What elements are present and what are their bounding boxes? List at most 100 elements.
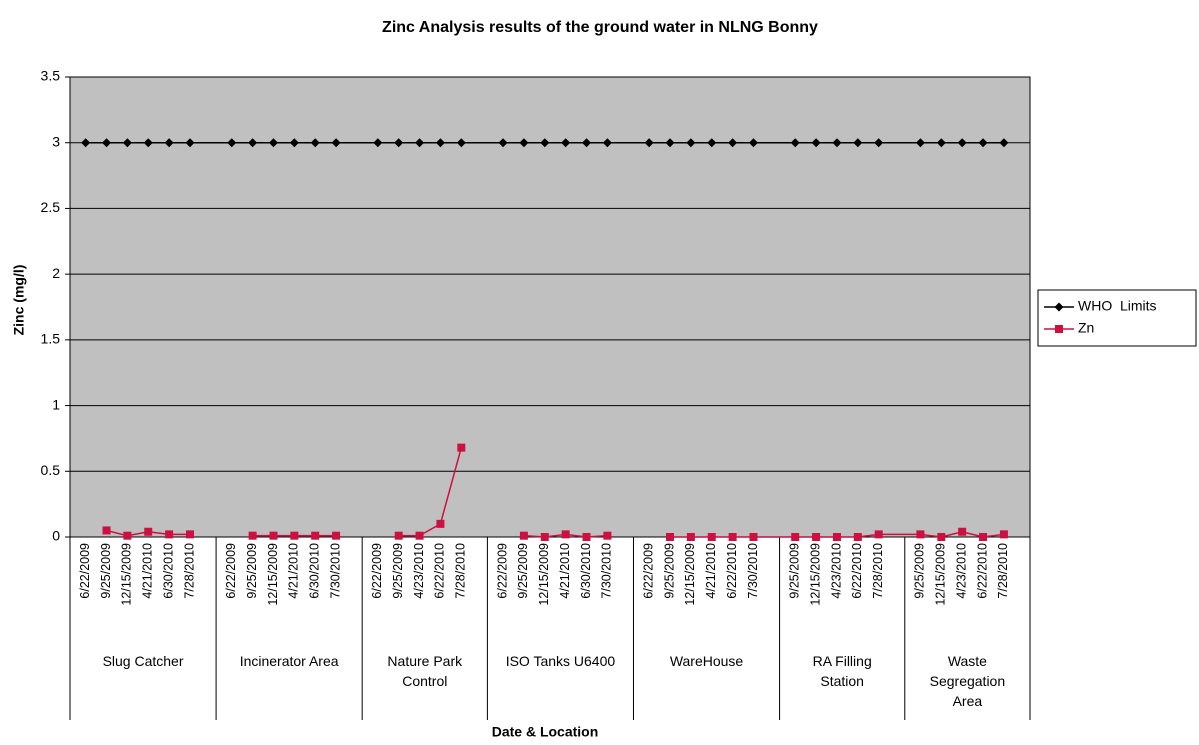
x-tick-label: 6/22/2009	[370, 543, 384, 599]
marker	[185, 138, 195, 148]
marker	[728, 533, 737, 541]
marker	[456, 138, 466, 148]
y-tick-label: 3.5	[41, 68, 61, 84]
y-tick-label: 3	[52, 133, 60, 149]
marker	[582, 533, 591, 541]
group-label: Incinerator Area	[240, 653, 339, 669]
marker	[748, 138, 758, 148]
marker	[227, 138, 237, 148]
marker	[332, 531, 341, 540]
marker	[186, 530, 194, 539]
chart-title: Zinc Analysis results of the ground wate…	[382, 19, 818, 36]
marker	[874, 530, 883, 539]
marker	[269, 531, 278, 540]
x-tick-label: 12/15/2009	[266, 543, 280, 606]
legend-marker	[1055, 325, 1063, 333]
y-tick-label: 1	[52, 396, 60, 412]
x-tick-label: 4/21/2010	[287, 543, 301, 599]
marker	[81, 138, 91, 148]
x-tick-label: 7/28/2010	[996, 543, 1010, 599]
group-label: WareHouse	[670, 653, 744, 669]
x-tick-label: 9/25/2009	[788, 543, 802, 599]
marker	[728, 138, 738, 148]
x-tick-label: 4/23/2010	[954, 543, 968, 599]
marker	[958, 527, 967, 536]
x-tick-label: 7/28/2010	[182, 543, 196, 599]
marker	[790, 138, 800, 148]
marker	[603, 531, 612, 540]
x-tick-label: 12/15/2009	[934, 543, 948, 606]
y-tick-label: 0.5	[41, 462, 61, 478]
marker	[143, 138, 153, 148]
marker	[644, 138, 654, 148]
marker	[791, 533, 800, 541]
x-tick-label: 7/30/2010	[746, 543, 760, 599]
x-tick-label: 6/22/2010	[725, 543, 739, 599]
marker	[310, 138, 320, 148]
x-tick-label: 4/21/2010	[704, 543, 718, 599]
group-label: Slug Catcher	[103, 653, 184, 669]
marker	[415, 531, 424, 540]
marker	[582, 138, 592, 148]
marker	[123, 531, 132, 540]
marker	[561, 138, 571, 148]
marker	[665, 138, 675, 148]
marker	[289, 138, 299, 148]
marker	[248, 138, 258, 148]
x-tick-label: 12/15/2009	[808, 543, 822, 606]
marker	[957, 138, 967, 148]
marker	[144, 527, 153, 536]
legend-label: Zn	[1078, 320, 1094, 336]
marker	[519, 138, 529, 148]
marker	[936, 138, 946, 148]
marker	[832, 138, 842, 148]
y-tick-label: 1.5	[41, 331, 61, 347]
marker	[102, 138, 112, 148]
marker	[666, 533, 674, 541]
legend-label: WHO Limits	[1078, 298, 1157, 314]
marker	[749, 533, 758, 541]
marker	[979, 533, 988, 541]
marker	[686, 533, 695, 541]
marker	[268, 138, 278, 148]
x-tick-label: 7/30/2010	[328, 543, 342, 599]
marker	[415, 138, 425, 148]
marker	[811, 138, 821, 148]
x-tick-label: 6/22/2009	[78, 543, 92, 599]
x-tick-label: 9/25/2009	[516, 543, 530, 599]
marker	[561, 530, 570, 539]
marker	[165, 530, 174, 539]
marker	[874, 138, 884, 148]
marker	[853, 533, 862, 541]
x-tick-label: 6/22/2010	[975, 543, 989, 599]
x-tick-label: 9/25/2009	[99, 543, 113, 599]
marker	[331, 138, 341, 148]
marker	[978, 138, 988, 148]
marker	[164, 138, 174, 148]
legend-box	[1037, 289, 1197, 347]
x-tick-label: 4/23/2010	[412, 543, 426, 599]
x-tick-label: 6/22/2009	[641, 543, 655, 599]
marker	[394, 531, 403, 540]
marker	[915, 138, 925, 148]
marker	[498, 138, 508, 148]
marker	[540, 138, 550, 148]
y-tick-label: 2.5	[41, 199, 61, 215]
x-axis-title: Date & Location	[492, 724, 599, 740]
marker	[540, 533, 549, 541]
marker	[916, 530, 925, 539]
plot-area	[69, 76, 1031, 538]
x-tick-label: 9/25/2009	[245, 543, 259, 599]
group-label: Nature Park Control	[387, 653, 463, 689]
group-label: ISO Tanks U6400	[506, 653, 616, 669]
x-tick-label: 9/25/2009	[391, 543, 405, 599]
marker	[435, 138, 445, 148]
y-tick-label: 0	[52, 528, 60, 544]
marker	[832, 533, 841, 541]
marker	[999, 138, 1009, 148]
x-tick-label: 4/21/2010	[141, 543, 155, 599]
x-tick-label: 6/30/2010	[308, 543, 322, 599]
marker	[686, 138, 696, 148]
x-tick-label: 7/30/2010	[600, 543, 614, 599]
